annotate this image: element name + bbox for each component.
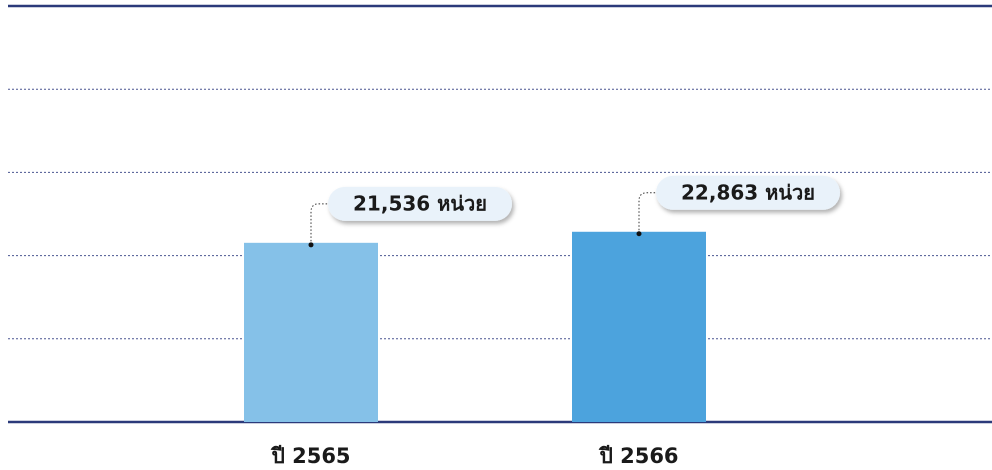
value-label: 21,536 หน่วย <box>353 191 487 215</box>
value-label: 22,863 หน่วย <box>681 180 815 204</box>
bar <box>572 231 706 422</box>
label-dot <box>636 231 642 237</box>
x-tick-label: ปี 2565 <box>270 444 351 468</box>
label-dot <box>308 242 314 248</box>
bar <box>244 242 378 422</box>
label-pill <box>328 186 512 221</box>
connector <box>310 203 328 245</box>
label-pill <box>656 175 840 210</box>
connector <box>638 192 656 234</box>
x-tick-label: ปี 2566 <box>598 444 679 468</box>
